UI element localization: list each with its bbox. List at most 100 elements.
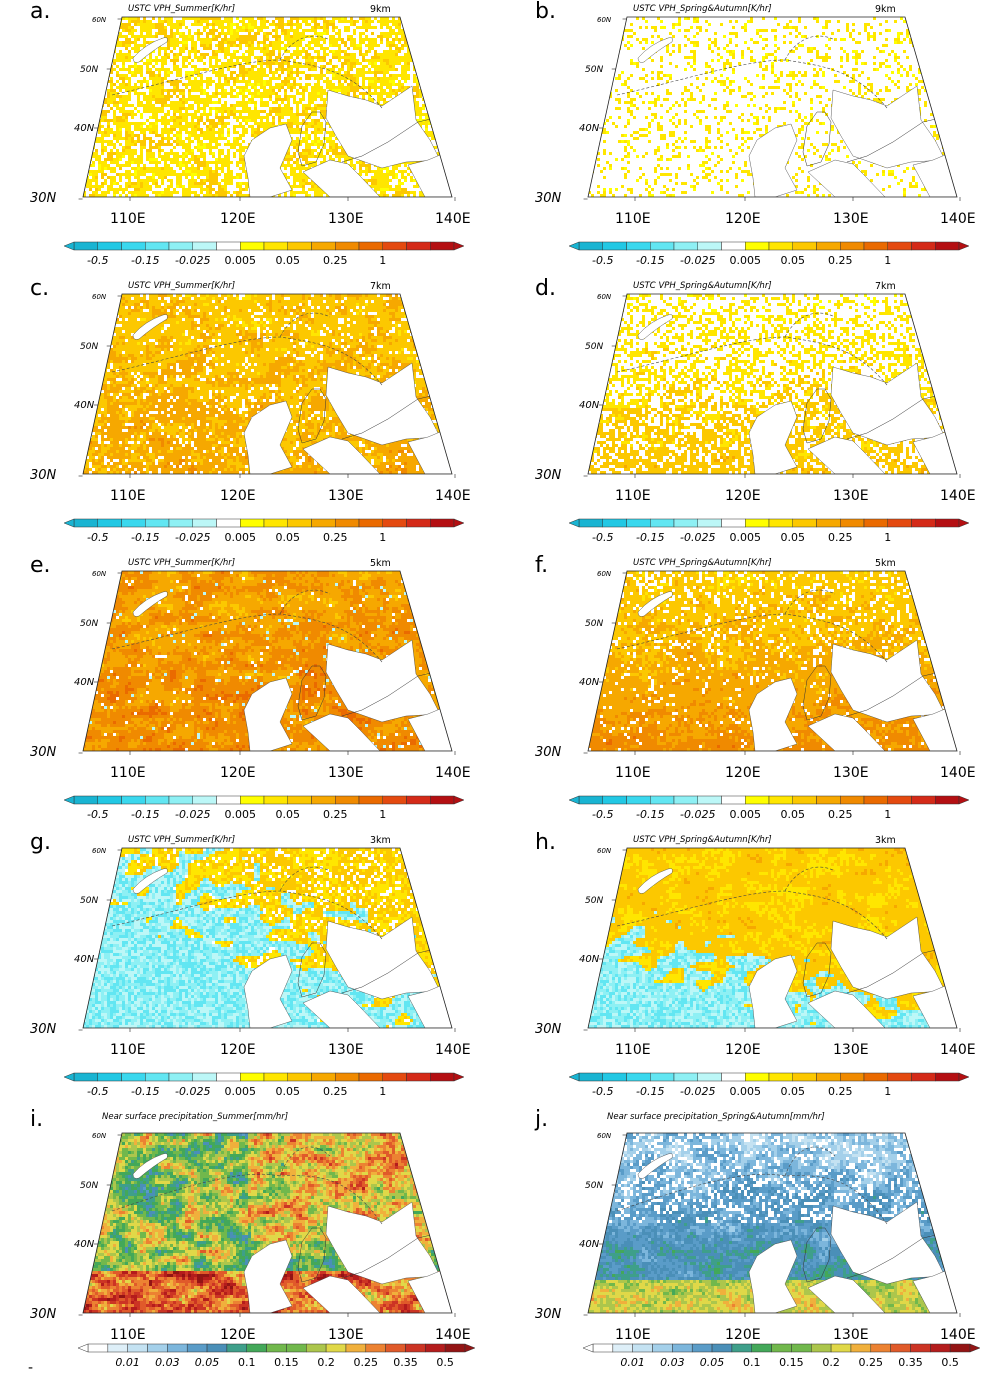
panel-g: g. USTC VPH_Summer[K/hr] 3km60N50N40N30N11… [30,830,471,1098]
colorbar-box [122,1073,146,1081]
colorbar-box [840,242,864,250]
colorbar-box [74,242,98,250]
colorbar-box [752,1344,772,1352]
colorbar-tick--0.5: -0.5 [592,1085,613,1098]
lat-tick-60N: 60N [597,570,612,578]
colorbar-box [871,1344,891,1352]
colorbar-tick-0.25: 0.25 [859,1356,884,1369]
lon-tick-130E: 130E [328,488,364,504]
map-field [588,571,957,751]
lat-tick-60N: 60N [597,1132,612,1140]
lat-tick-50N: 50N [80,342,98,352]
colorbar-right-arrow [454,796,464,804]
colorbar-box [840,519,864,527]
lon-tick-130E: 130E [833,211,869,227]
colorbar-box [627,519,651,527]
panel-f: f. USTC VPH_Spring&Autumn[K/hr] 5km60N50N4… [535,553,976,821]
colorbar-tick-0.005: 0.005 [730,254,762,267]
colorbar-right-arrow [959,1073,969,1081]
colorbar-tick-0.03: 0.03 [660,1356,685,1369]
lat-tick-30N: 30N [30,468,57,483]
lat-tick-50N: 50N [585,896,603,906]
lat-tick-30N: 30N [535,1022,562,1037]
colorbar-box [145,519,169,527]
lon-tick-140E: 140E [435,488,471,504]
colorbar-box [407,242,431,250]
panel-a: a. USTC VPH_Summer[K/hr] 9km60N50N40N30N11… [30,0,471,267]
colorbar-box [386,1344,406,1352]
colorbar-box [674,519,698,527]
colorbar-box [88,1344,108,1352]
lon-tick-110E: 110E [110,488,146,504]
colorbar-tick-0.25: 0.25 [354,1356,379,1369]
lon-tick-140E: 140E [435,211,471,227]
colorbar-box [359,242,383,250]
colorbar-tick-0.5: 0.5 [436,1356,454,1369]
colorbar-tick--0.5: -0.5 [592,531,613,544]
colorbar-box [769,242,793,250]
lon-tick-140E: 140E [940,1327,976,1343]
colorbar-box [217,796,241,804]
colorbar-tick-0.05: 0.05 [276,1085,301,1098]
colorbar-box [217,519,241,527]
colorbar-box [888,519,912,527]
colorbar-box [579,519,603,527]
colorbar-box [98,1073,122,1081]
colorbar-box [288,519,312,527]
colorbar-tick--0.5: -0.5 [592,808,613,821]
colorbar: -0.5 -0.15 -0.025 0.005 0.05 0.25 1 [569,796,969,821]
colorbar-tick--0.5: -0.5 [87,1085,108,1098]
lon-tick-110E: 110E [110,1327,146,1343]
colorbar-tick--0.025: -0.025 [680,808,715,821]
colorbar-box [840,1073,864,1081]
colorbar-left-arrow [64,519,74,527]
colorbar-box [864,1073,888,1081]
map-field [83,848,452,1028]
colorbar-box [335,242,359,250]
lat-tick-50N: 50N [80,1181,98,1191]
colorbar-box [745,796,769,804]
lat-tick-60N: 60N [92,847,107,855]
colorbar-box [722,519,746,527]
colorbar-left-arrow [64,242,74,250]
colorbar-box [267,1344,287,1352]
colorbar-box [430,1073,454,1081]
panel-label: h. [535,830,556,855]
colorbar-box [240,242,264,250]
colorbar-right-arrow [959,519,969,527]
colorbar-box [312,796,336,804]
footer-mark: - [28,1360,33,1375]
level-label: 5km [370,558,391,569]
colorbar-box [430,242,454,250]
map-title: USTC VPH_Spring&Autumn[K/hr] [633,281,772,291]
colorbar-box [169,1073,193,1081]
lon-tick-130E: 130E [833,488,869,504]
map-field [83,17,452,197]
colorbar-tick-0.005: 0.005 [225,1085,257,1098]
lat-tick-60N: 60N [92,570,107,578]
colorbar-box [793,519,817,527]
colorbar-tick-0.25: 0.25 [323,808,348,821]
map-title: USTC VPH_Summer[K/hr] [128,558,235,568]
panel-label: c. [30,276,49,301]
colorbar: -0.5 -0.15 -0.025 0.005 0.05 0.25 1 [64,1073,464,1098]
colorbar-tick-0.01: 0.01 [115,1356,139,1369]
lon-tick-110E: 110E [110,765,146,781]
colorbar-box [672,1344,692,1352]
lon-tick-140E: 140E [940,488,976,504]
colorbar-box [169,242,193,250]
colorbar-box [335,1073,359,1081]
map-field [588,1133,957,1313]
colorbar-box [769,796,793,804]
colorbar-box [335,796,359,804]
colorbar: 0.01 0.03 0.05 0.1 0.15 0.2 0.25 0.35 0.5 [78,1344,475,1369]
panel-j: j. Near surface precipitation_Spring&Autu… [534,1107,980,1369]
colorbar-tick--0.15: -0.15 [636,1085,664,1098]
colorbar-box [247,1344,267,1352]
colorbar-box [383,796,407,804]
colorbar-tick-0.05: 0.05 [781,254,806,267]
colorbar-box [306,1344,326,1352]
colorbar-box [108,1344,128,1352]
colorbar-tick-1: 1 [884,254,891,267]
colorbar-tick--0.025: -0.025 [680,1085,715,1098]
